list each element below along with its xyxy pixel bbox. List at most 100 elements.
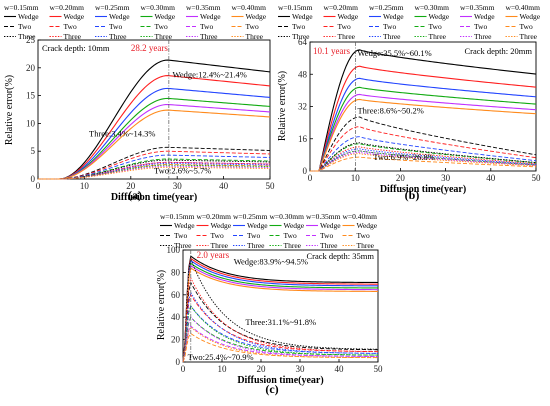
legend-type-label: Two — [474, 22, 487, 31]
y-tick-label: 20 — [171, 335, 181, 345]
chart-panel-b: w=0.15mmWedgeTwoThreew=0.20mmWedgeTwoThr… — [277, 3, 541, 202]
series-line-three — [182, 326, 379, 363]
series-line-wedge — [38, 109, 271, 180]
series-line-wedge — [310, 77, 537, 172]
y-tick-label: 20 — [26, 63, 36, 73]
legend-type-label: Three — [64, 32, 82, 41]
y-tick-label: 0 — [176, 357, 181, 367]
legend-type-label: Wedge — [474, 12, 495, 21]
legend-type-label: Wedge — [174, 221, 195, 230]
series-line-three — [182, 291, 379, 363]
peak-time-label: 2.0 years — [197, 250, 230, 260]
legend-width-label: w=0.40mm — [506, 3, 541, 12]
legend-type-label: Three — [292, 32, 310, 41]
x-tick-label: 10 — [80, 181, 90, 191]
x-tick-label: 0 — [181, 364, 186, 374]
legend-width-label: w=0.40mm — [232, 3, 267, 12]
legend-type-label: Wedge — [429, 12, 450, 21]
legend-type-label: Three — [338, 32, 356, 41]
two-range-label: Two:6.9%~26.8% — [373, 152, 435, 162]
legend-width-label: w=0.30mm — [415, 3, 450, 12]
legend-type-label: Two — [338, 22, 351, 31]
series-line-three — [38, 166, 271, 180]
legend-type-label: Wedge — [357, 221, 378, 230]
x-tick-label: 40 — [486, 173, 496, 183]
panel-caption: (a) — [128, 188, 142, 202]
legend-type-label: Wedge — [247, 221, 268, 230]
legend-type-label: Three — [211, 241, 229, 250]
three-range-label: Three:3.4%~14.3% — [89, 129, 155, 139]
series-line-wedge — [310, 98, 537, 172]
series-line-three — [182, 257, 379, 363]
legend-type-label: Wedge — [246, 12, 267, 21]
legend-width-label: w=0.25mm — [95, 3, 130, 12]
crack-depth-label: Crack depth: 35mm — [306, 251, 374, 261]
series-line-wedge — [182, 255, 379, 363]
legend-type-label: Two — [320, 231, 333, 240]
panel-caption: (c) — [265, 382, 278, 396]
legend: w=0.15mmWedgeTwoThreew=0.20mmWedgeTwoThr… — [278, 3, 541, 41]
series-line-three — [38, 164, 271, 180]
y-tick-label: 64 — [298, 37, 308, 47]
series-line-two — [182, 281, 379, 363]
series-group — [182, 255, 379, 363]
chart-panel-c: w=0.15mmWedgeTwoThreew=0.20mmWedgeTwoThr… — [156, 212, 383, 396]
three-range-label: Three:31.1%~91.8% — [245, 317, 316, 327]
legend-type-label: Two — [246, 22, 259, 31]
y-axis-label: Relative error(%) — [156, 270, 167, 340]
series-line-two — [310, 126, 537, 172]
legend-type-label: Three — [246, 32, 264, 41]
y-tick-label: 15 — [26, 91, 36, 101]
y-tick-label: 48 — [298, 69, 308, 79]
legend-type-label: Wedge — [18, 12, 39, 21]
x-tick-label: 50 — [374, 364, 384, 374]
series-line-wedge — [182, 267, 379, 363]
series-line-two — [310, 136, 537, 172]
series-line-wedge — [38, 59, 271, 180]
y-tick-label: 0 — [31, 174, 36, 184]
series-line-wedge — [38, 75, 271, 180]
legend-type-label: Three — [429, 32, 447, 41]
series-line-wedge — [182, 262, 379, 363]
legend-type-label: Wedge — [383, 12, 404, 21]
x-tick-label: 0 — [36, 181, 41, 191]
wedge-range-label: Wedge:35.5%~60.1% — [357, 48, 431, 58]
x-axis-label: Diffusion time(year) — [111, 192, 197, 203]
legend-width-label: w=0.30mm — [270, 212, 305, 221]
legend-width-label: w=0.20mm — [50, 3, 85, 12]
y-tick-label: 10 — [26, 118, 36, 128]
legend-type-label: Two — [429, 22, 442, 31]
crack-depth-label: Crack depth: 10mm — [42, 43, 110, 53]
y-tick-label: 5 — [31, 146, 36, 156]
x-tick-label: 10 — [351, 173, 361, 183]
legend-type-label: Three — [357, 241, 375, 250]
legend-type-label: Two — [383, 22, 396, 31]
series-line-wedge — [310, 93, 537, 172]
series-line-wedge — [310, 65, 537, 172]
y-tick-label: 80 — [171, 267, 181, 277]
legend-width-label: w=0.35mm — [306, 212, 341, 221]
legend-type-label: Wedge — [338, 12, 359, 21]
y-tick-label: 60 — [171, 290, 181, 300]
y-tick-label: 40 — [171, 312, 181, 322]
x-tick-label: 0 — [308, 173, 313, 183]
legend-width-label: w=0.40mm — [343, 212, 378, 221]
legend-type-label: Two — [18, 22, 31, 31]
panel-caption: (b) — [405, 188, 420, 202]
chart-panel-a: w=0.15mmWedgeTwoThreew=0.20mmWedgeTwoThr… — [4, 3, 275, 203]
legend-type-label: Wedge — [284, 221, 305, 230]
legend-type-label: Three — [247, 241, 265, 250]
x-tick-label: 50 — [532, 173, 542, 183]
y-tick-label: 100 — [167, 245, 181, 255]
legend-type-label: Three — [520, 32, 538, 41]
series-line-two — [310, 116, 537, 172]
x-tick-label: 30 — [296, 364, 306, 374]
wedge-range-label: Wedge:12.4%~21.4% — [173, 69, 247, 79]
series-line-three — [310, 152, 537, 172]
legend-type-label: Two — [174, 231, 187, 240]
legend-type-label: Two — [292, 22, 305, 31]
legend-width-label: w=0.20mm — [197, 212, 232, 221]
legend-width-label: w=0.15mm — [4, 3, 39, 12]
series-line-three — [38, 159, 271, 180]
